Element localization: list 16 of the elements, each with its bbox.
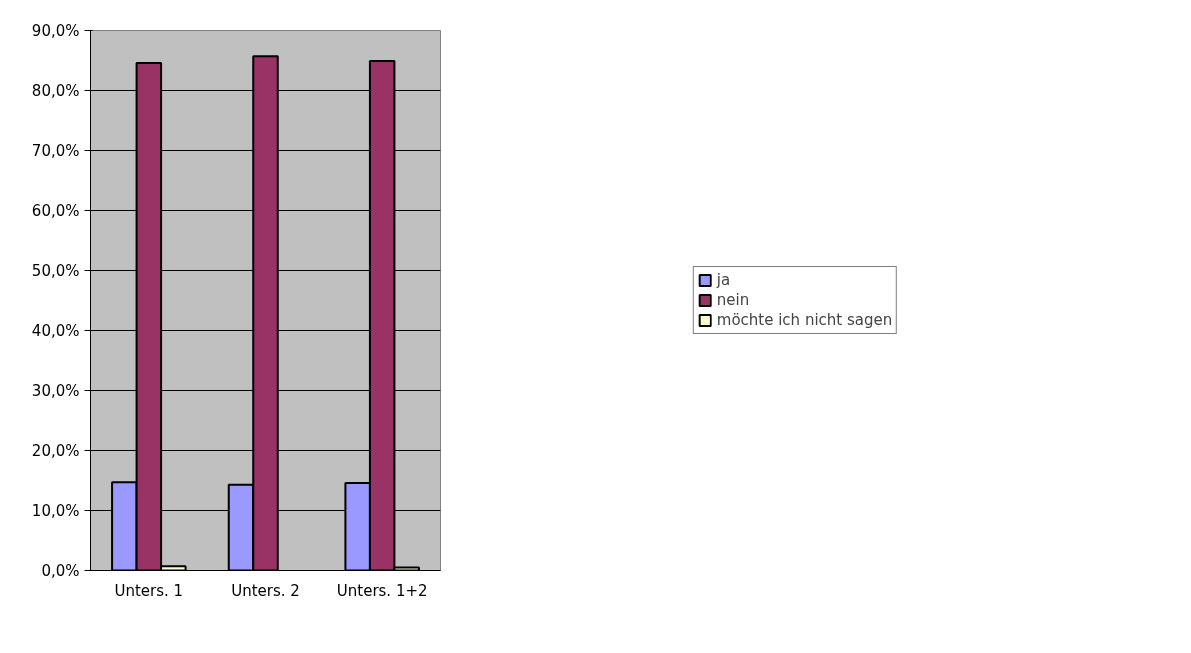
y-tick-label: 10,0%	[31, 501, 80, 520]
x-tick-label: Unters. 2	[231, 581, 300, 600]
y-tick-label: 30,0%	[31, 381, 80, 400]
legend-label: ja	[716, 271, 732, 289]
y-tick-label: 70,0%	[31, 141, 80, 160]
y-tick-label: 20,0%	[31, 441, 80, 460]
x-tick-label: Unters. 1+2	[336, 581, 428, 600]
y-tick-label: 90,0%	[31, 21, 80, 40]
legend-label: möchte ich nicht sagen	[716, 311, 893, 329]
y-tick-label: 80,0%	[31, 81, 80, 100]
x-tick-label: Unters. 1	[114, 581, 184, 600]
y-tick-label: 60,0%	[31, 201, 80, 220]
y-tick-label: 0,0%	[41, 561, 80, 580]
y-tick-label: 50,0%	[31, 261, 80, 280]
y-tick-label: 40,0%	[31, 321, 80, 340]
legend-label: nein	[716, 291, 750, 309]
